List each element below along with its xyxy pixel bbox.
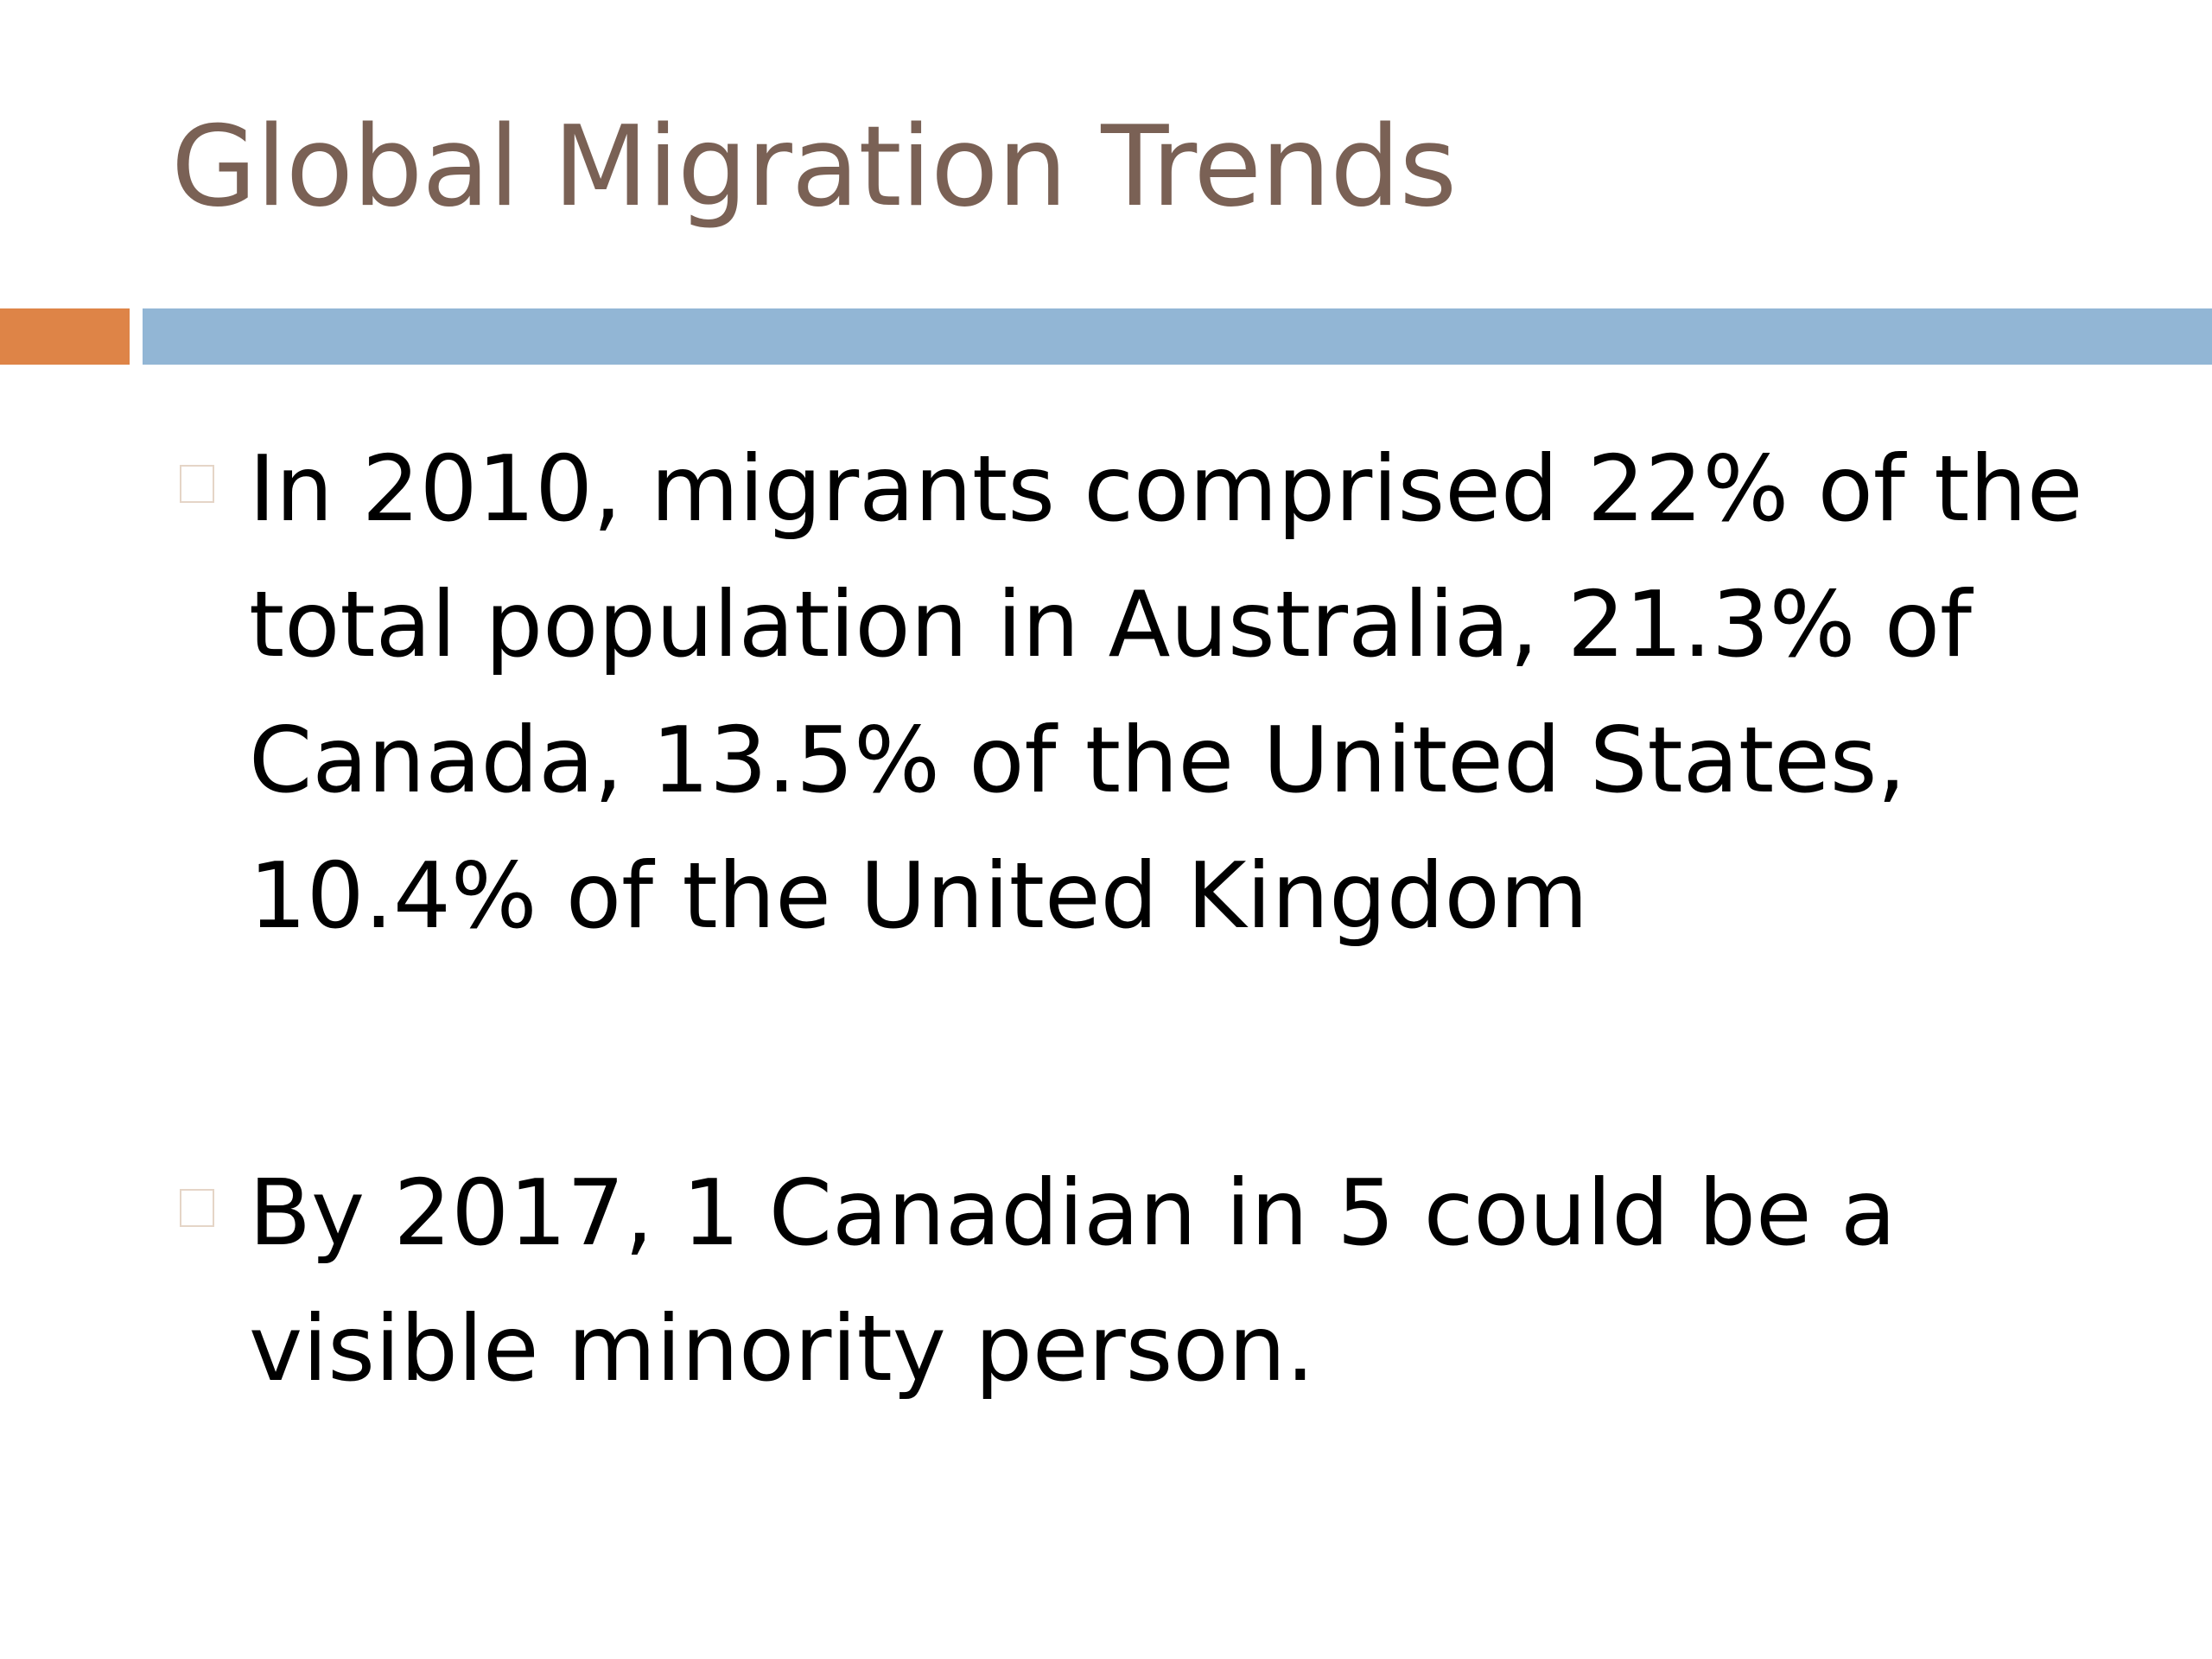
hollow-square-bullet-icon bbox=[180, 465, 214, 503]
bullet-item: In 2010, migrants comprised 22% of the t… bbox=[173, 422, 2126, 964]
bullet-list: In 2010, migrants comprised 22% of the t… bbox=[173, 422, 2126, 1417]
bullet-text: By 2017, 1 Canadian in 5 could be a visi… bbox=[249, 1160, 1897, 1402]
hollow-square-bullet-icon bbox=[180, 1189, 214, 1227]
bullet-text: In 2010, migrants comprised 22% of the t… bbox=[249, 436, 2083, 949]
slide-title: Global Migration Trends bbox=[171, 103, 1457, 232]
title-accent-orange-bar bbox=[0, 308, 130, 365]
bullet-item: By 2017, 1 Canadian in 5 could be a visi… bbox=[173, 1146, 2126, 1417]
title-accent-blue-bar bbox=[143, 308, 2212, 365]
